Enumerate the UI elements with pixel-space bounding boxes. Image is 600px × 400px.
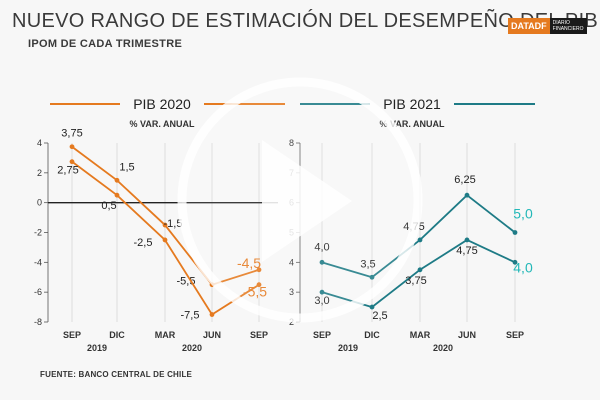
data-label: -2,5: [134, 237, 153, 249]
data-label: 2,75: [57, 165, 78, 177]
y-tick-label: 4: [289, 257, 294, 267]
data-point: [512, 259, 518, 265]
data-point: [162, 237, 168, 243]
data-point: [209, 282, 215, 288]
data-label: 4,0: [513, 259, 533, 275]
data-point: [369, 304, 375, 310]
series-line: [321, 238, 516, 309]
data-point: [319, 259, 325, 265]
y-tick-label: 6: [289, 198, 294, 208]
y-tick-label: -4: [34, 257, 42, 267]
brand-logo-part1: DATADF: [508, 18, 550, 34]
panel-unit: % VAR. ANUAL: [130, 119, 196, 129]
data-point: [512, 230, 518, 235]
brand-logo: DATADF DIARIO FINANCIERO: [508, 18, 587, 34]
x-tick-label: SEP: [63, 330, 81, 340]
x-tick-label: SEP: [250, 330, 268, 340]
x-tick-label: MAR: [410, 330, 431, 340]
y-tick-label: -2: [34, 228, 42, 238]
data-point: [464, 237, 470, 243]
source-note: FUENTE: BANCO CENTRAL DE CHILE: [40, 370, 193, 379]
y-tick-label: 8: [289, 138, 294, 148]
x-tick-label: MAR: [155, 330, 176, 340]
data-label: -5,5: [177, 276, 196, 288]
data-label: 4,0: [314, 241, 329, 253]
year-label: 2020: [433, 343, 453, 353]
data-point: [464, 192, 470, 198]
chart-subtitle: IPOM DE CADA TRIMESTRE: [28, 38, 183, 50]
y-tick-label: 5: [289, 228, 294, 238]
series-line: [71, 146, 260, 286]
panel-title: PIB 2020: [133, 96, 191, 112]
data-point: [69, 144, 75, 150]
data-point: [114, 177, 120, 183]
year-label: 2019: [87, 343, 107, 353]
x-tick-label: JUN: [203, 330, 221, 340]
data-label: -1,5: [164, 218, 183, 230]
series-line: [321, 194, 516, 279]
y-tick-label: 2: [289, 317, 294, 327]
panel-unit: % VAR. ANUAL: [380, 119, 446, 129]
y-tick-label: 7: [289, 168, 294, 178]
data-point: [69, 159, 75, 165]
data-label: -4,5: [237, 255, 261, 271]
x-tick-label: DIC: [364, 330, 380, 340]
chart-title: NUEVO RANGO DE ESTIMACIÓN DEL DESEMPEÑO …: [12, 10, 599, 32]
data-label: 0,5: [101, 200, 116, 212]
data-label: 3,75: [61, 128, 82, 140]
data-label: 5,0: [513, 206, 533, 222]
data-label: -7,5: [181, 310, 200, 322]
data-label: 3,5: [360, 258, 375, 270]
data-label: 3,75: [405, 275, 426, 287]
data-label: 6,25: [454, 174, 475, 186]
brand-logo-part2: DIARIO FINANCIERO: [549, 18, 587, 34]
y-tick-label: -8: [34, 317, 42, 327]
y-tick-label: -6: [34, 287, 42, 297]
x-tick-label: DIC: [109, 330, 125, 340]
data-point: [209, 312, 215, 317]
data-point: [114, 192, 120, 198]
data-point: [162, 222, 168, 228]
data-label: -5,5: [243, 284, 267, 300]
x-tick-label: SEP: [506, 330, 524, 340]
y-tick-label: 0: [37, 198, 42, 208]
data-point: [319, 289, 325, 295]
data-point: [417, 267, 423, 273]
y-tick-label: 2: [37, 168, 42, 178]
data-label: 2,5: [372, 310, 387, 322]
panel-title: PIB 2021: [383, 96, 441, 112]
data-label: 4,75: [403, 221, 424, 233]
data-point: [369, 274, 375, 280]
y-tick-label: 4: [37, 138, 42, 148]
x-tick-label: JUN: [458, 330, 476, 340]
x-tick-label: SEP: [313, 330, 331, 340]
y-tick-label: 3: [289, 287, 294, 297]
year-label: 2020: [182, 343, 202, 353]
data-label: 3,0: [314, 295, 329, 307]
data-point: [417, 237, 423, 243]
year-label: 2019: [338, 343, 358, 353]
data-label: 4,75: [456, 245, 477, 257]
data-label: 1,5: [119, 161, 134, 173]
